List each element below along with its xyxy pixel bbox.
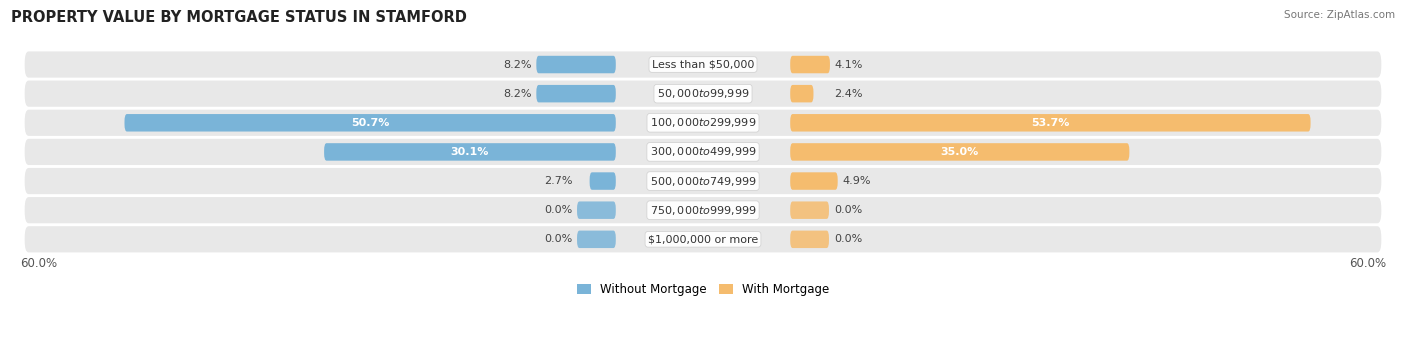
Text: 8.2%: 8.2% [503, 89, 531, 99]
FancyBboxPatch shape [790, 231, 830, 248]
Text: Less than $50,000: Less than $50,000 [652, 59, 754, 70]
FancyBboxPatch shape [125, 114, 616, 132]
Text: $500,000 to $749,999: $500,000 to $749,999 [650, 174, 756, 188]
FancyBboxPatch shape [536, 56, 616, 73]
Text: 60.0%: 60.0% [1348, 257, 1386, 270]
FancyBboxPatch shape [25, 110, 1381, 136]
FancyBboxPatch shape [790, 85, 814, 102]
Text: 53.7%: 53.7% [1031, 118, 1070, 128]
Text: $50,000 to $99,999: $50,000 to $99,999 [657, 87, 749, 100]
FancyBboxPatch shape [589, 172, 616, 190]
FancyBboxPatch shape [25, 51, 1381, 78]
Text: 4.9%: 4.9% [842, 176, 872, 186]
FancyBboxPatch shape [790, 143, 1129, 161]
Text: PROPERTY VALUE BY MORTGAGE STATUS IN STAMFORD: PROPERTY VALUE BY MORTGAGE STATUS IN STA… [11, 10, 467, 25]
Text: $100,000 to $299,999: $100,000 to $299,999 [650, 116, 756, 129]
FancyBboxPatch shape [790, 201, 830, 219]
Text: 2.7%: 2.7% [544, 176, 572, 186]
FancyBboxPatch shape [790, 172, 838, 190]
Text: Source: ZipAtlas.com: Source: ZipAtlas.com [1284, 10, 1395, 20]
Text: $300,000 to $499,999: $300,000 to $499,999 [650, 146, 756, 158]
FancyBboxPatch shape [25, 168, 1381, 194]
Text: 30.1%: 30.1% [451, 147, 489, 157]
Text: 4.1%: 4.1% [835, 59, 863, 70]
FancyBboxPatch shape [25, 139, 1381, 165]
FancyBboxPatch shape [576, 201, 616, 219]
Text: 0.0%: 0.0% [834, 234, 862, 244]
FancyBboxPatch shape [790, 114, 1310, 132]
Text: 0.0%: 0.0% [834, 205, 862, 215]
Text: 8.2%: 8.2% [503, 59, 531, 70]
Text: 60.0%: 60.0% [20, 257, 58, 270]
Text: $750,000 to $999,999: $750,000 to $999,999 [650, 204, 756, 217]
Text: $1,000,000 or more: $1,000,000 or more [648, 234, 758, 244]
Text: 0.0%: 0.0% [544, 234, 572, 244]
Legend: Without Mortgage, With Mortgage: Without Mortgage, With Mortgage [572, 278, 834, 301]
Text: 50.7%: 50.7% [352, 118, 389, 128]
Text: 0.0%: 0.0% [544, 205, 572, 215]
FancyBboxPatch shape [25, 226, 1381, 252]
Text: 2.4%: 2.4% [834, 89, 862, 99]
FancyBboxPatch shape [576, 231, 616, 248]
FancyBboxPatch shape [25, 81, 1381, 107]
Text: 35.0%: 35.0% [941, 147, 979, 157]
FancyBboxPatch shape [325, 143, 616, 161]
FancyBboxPatch shape [790, 56, 830, 73]
FancyBboxPatch shape [536, 85, 616, 102]
FancyBboxPatch shape [25, 197, 1381, 223]
